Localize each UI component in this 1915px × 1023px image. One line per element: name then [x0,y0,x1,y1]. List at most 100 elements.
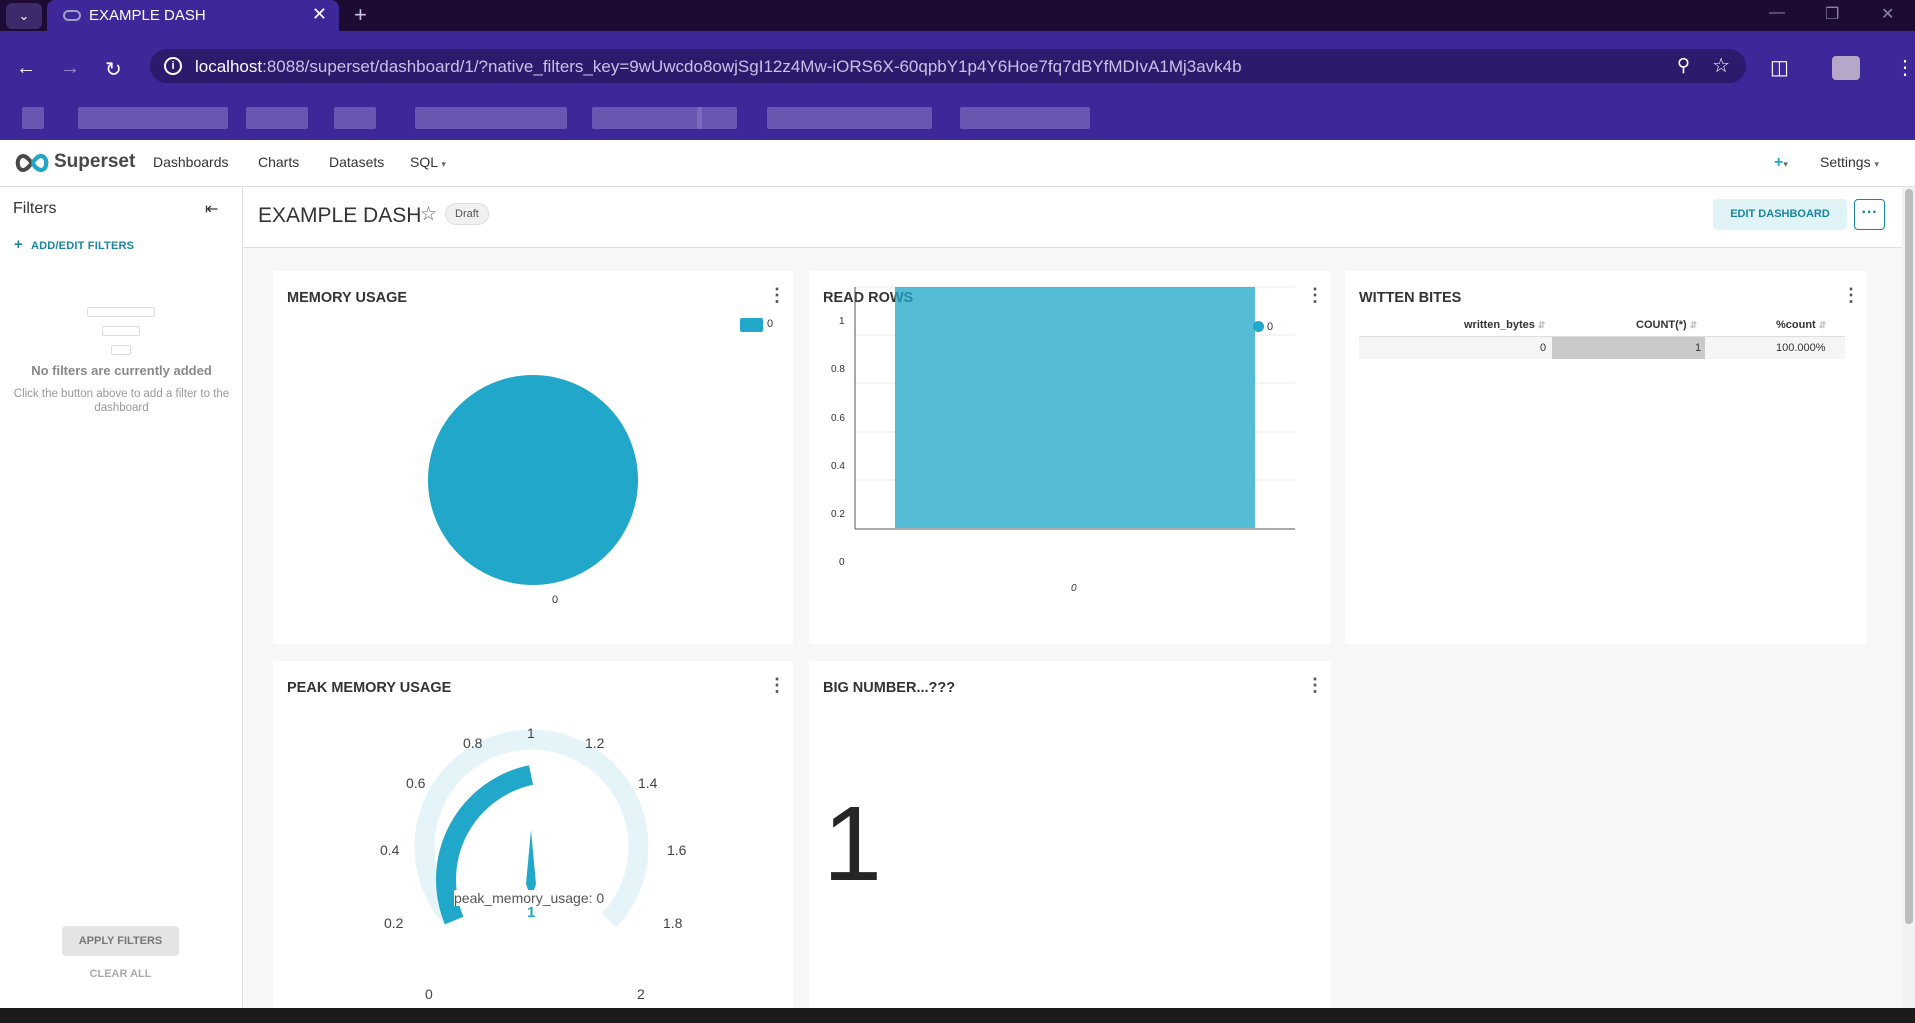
legend-swatch[interactable] [740,318,763,332]
new-item-button[interactable]: +▾ [1774,154,1788,172]
filters-title: Filters [13,200,57,217]
bookmark-item[interactable] [78,107,228,129]
apply-filters-button[interactable]: APPLY FILTERS [62,926,179,956]
extensions-icon[interactable]: ◫ [1770,57,1789,79]
scrollbar-thumb[interactable] [1905,189,1913,924]
bookmark-item[interactable] [697,107,737,129]
y-tick-label: 0.6 [831,413,845,424]
bookmark-item[interactable] [334,107,376,129]
gauge-tick: 0 [425,986,433,1002]
bookmark-item[interactable] [22,107,44,129]
chart-title: READ ROWS [823,290,914,306]
browser-tab[interactable]: EXAMPLE DASH ✕ [47,0,339,31]
y-tick-label: 0.4 [831,461,845,472]
settings-menu[interactable]: Settings ▾ [1820,154,1880,170]
bar-chart [854,286,1295,530]
pie-slice[interactable] [428,375,638,585]
clear-all-button[interactable]: CLEAR ALL [89,968,152,980]
bookmark-star-icon[interactable]: ☆ [1712,55,1730,77]
gauge-tick: 1.8 [663,915,683,931]
browser-toolbar: ← → ↻ i localhost:8088/superset/dashboar… [0,31,1915,140]
nav-dashboards[interactable]: Dashboards [153,154,229,170]
legend-label[interactable]: 0 [767,318,774,330]
sort-icon: ⇵ [1689,320,1698,330]
taskbar [0,1008,1915,1023]
gauge-tick: 2 [637,986,645,1002]
reload-icon[interactable]: ↻ [105,59,122,81]
nav-charts[interactable]: Charts [258,154,300,170]
gauge-tick: 1.4 [638,775,658,791]
table-header-percent[interactable]: %count ⇵ [1776,319,1827,331]
add-edit-filters-button[interactable]: + ADD/EDIT FILTERS [14,236,135,253]
y-tick-label: 1 [839,316,845,327]
superset-logo-icon [15,153,49,173]
bar-0[interactable] [895,287,1255,528]
pie-label: 0 [552,594,559,606]
bookmark-item[interactable] [960,107,1090,129]
gauge-track [414,729,649,928]
table-header-divider [1359,336,1845,337]
chart-menu-icon[interactable]: ⋮ [1842,285,1860,305]
gauge-tick: 1.2 [585,735,605,751]
big-number-value: 1 [823,785,882,903]
bookmark-item[interactable] [767,107,932,129]
caret-down-icon: ▾ [441,159,446,169]
profile-avatar[interactable] [1832,56,1860,80]
back-icon[interactable]: ← [16,57,36,79]
gauge-tick: 0.6 [406,775,426,791]
gauge-tick: 0.8 [463,735,483,751]
top-navigation: Superset Dashboards Charts Datasets SQL … [0,140,1915,187]
y-tick-label: 0.8 [831,364,845,375]
chart-menu-icon[interactable]: ⋮ [768,675,786,695]
legend-label[interactable]: 0 [1267,321,1274,333]
window-close-icon[interactable]: ✕ [1881,6,1895,23]
tab-list-button[interactable]: ⌄ [6,3,42,29]
chart-menu-icon[interactable]: ⋮ [1306,675,1324,695]
chart-title: PEAK MEMORY USAGE [287,680,452,696]
tab-favicon-icon [63,10,81,21]
site-info-icon[interactable]: i [164,57,182,75]
plus-icon: + [1774,154,1784,171]
chart-menu-icon[interactable]: ⋮ [768,285,786,305]
nav-datasets[interactable]: Datasets [329,154,385,170]
new-tab-icon[interactable]: + [354,2,367,27]
caret-down-icon: ▾ [1783,159,1788,169]
favorite-star-icon[interactable]: ☆ [420,204,438,225]
bookmark-item[interactable] [415,107,567,129]
dashboard-title[interactable]: EXAMPLE DASH [258,204,422,227]
empty-filters-description: Click the button above to add a filter t… [13,388,230,414]
restore-icon[interactable]: ❐ [1825,6,1840,23]
nav-sql[interactable]: SQL ▾ [410,154,446,170]
collapse-filters-icon[interactable]: ⇤ [205,201,219,218]
minimize-icon[interactable]: — [1769,4,1785,21]
tab-close-icon[interactable]: ✕ [311,4,327,24]
page-scrollbar[interactable] [1902,187,1915,1008]
y-tick-label: 0.2 [831,509,845,520]
bookmark-item[interactable] [246,107,308,129]
dashboard-header: EXAMPLE DASH ☆ Draft EDIT DASHBOARD ··· [243,187,1902,248]
gauge-tick: 0.2 [384,915,404,931]
table-header-count[interactable]: COUNT(*) ⇵ [1636,319,1698,331]
chart-big-number: BIG NUMBER...??? ⋮ 1 [809,661,1331,1008]
bookmark-item[interactable] [592,107,702,129]
zoom-icon[interactable]: ⚲ [1676,55,1690,75]
table-cell: 1 [1695,342,1702,354]
browser-menu-icon[interactable]: ⋮ [1895,57,1915,79]
empty-filters-title: No filters are currently added [31,363,212,378]
chart-title: BIG NUMBER...??? [823,680,956,696]
chart-menu-icon[interactable]: ⋮ [1306,285,1324,305]
dashboard-more-button[interactable]: ··· [1854,199,1885,230]
gauge-tick: 0.4 [380,842,400,858]
table-cell: 0 [1540,342,1547,354]
status-badge[interactable]: Draft [445,203,489,225]
chart-title: WITTEN BITES [1359,290,1462,306]
legend-swatch[interactable] [1253,321,1264,332]
chart-peak-memory-usage: PEAK MEMORY USAGE ⋮ 0 0.2 0.4 0.6 0.8 1 … [273,661,793,1008]
forward-icon[interactable]: → [60,57,80,79]
edit-dashboard-button[interactable]: EDIT DASHBOARD [1713,199,1847,230]
empty-filters-icon [87,307,155,357]
table-header-written-bytes[interactable]: written_bytes ⇵ [1464,319,1546,331]
gauge-progress[interactable] [436,765,534,925]
address-bar[interactable]: i localhost:8088/superset/dashboard/1/?n… [150,49,1746,83]
url-text[interactable]: localhost:8088/superset/dashboard/1/?nat… [195,57,1242,76]
